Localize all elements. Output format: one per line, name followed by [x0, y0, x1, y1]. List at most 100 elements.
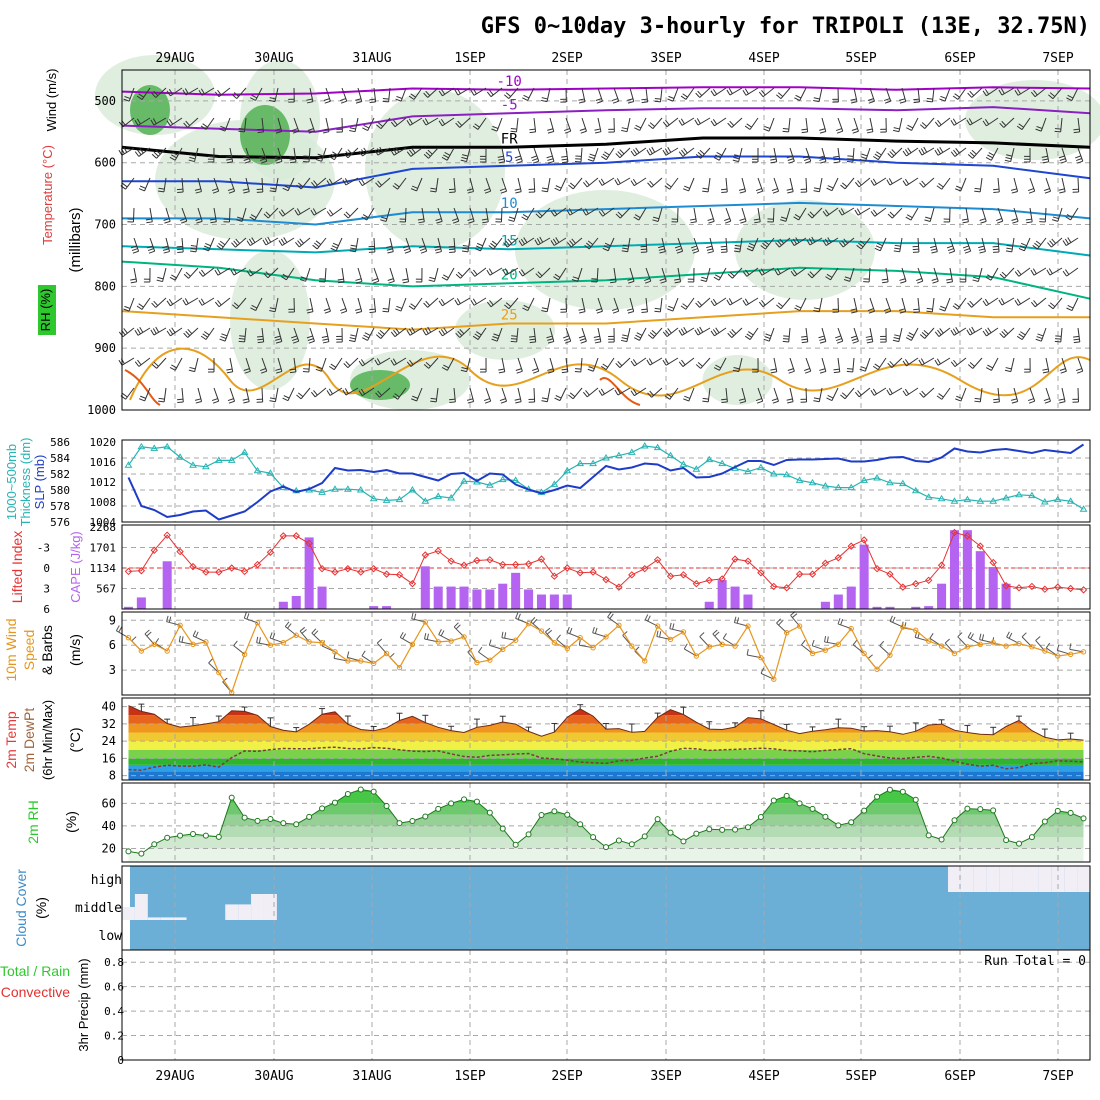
- wind-barb: [938, 327, 951, 337]
- wind-barb-flag: [555, 185, 562, 189]
- y-tick-label: 576: [50, 516, 70, 529]
- li-point: [240, 567, 249, 576]
- wind-barb-flag: [695, 302, 700, 308]
- wind-barb-flag: [690, 221, 697, 224]
- y-tick-label: 1134: [90, 562, 117, 575]
- wind-barb-flag: [498, 158, 505, 161]
- wind-barb-flag: [411, 612, 414, 619]
- wind-barb-flag: [350, 247, 357, 250]
- wind-barb-flag: [550, 240, 555, 246]
- wind-barb-flag: [214, 91, 220, 97]
- li-point: [150, 546, 158, 554]
- thickness-point: [1079, 505, 1088, 512]
- thickness-point: [886, 478, 894, 486]
- wind-barb-flag: [521, 216, 528, 221]
- li-point: [215, 568, 223, 576]
- wind-barb-flag: [739, 191, 746, 194]
- cloud-middle-block: [173, 917, 187, 920]
- wind-barb: [986, 87, 999, 97]
- y-tick-label: -3: [37, 542, 50, 555]
- wind-barb-flag: [123, 146, 128, 153]
- wind-barb-flag: [787, 368, 794, 371]
- wind-barb-flag: [313, 390, 318, 396]
- wind-barb-flag: [289, 371, 296, 374]
- wind-barb-flag: [189, 154, 197, 157]
- wind-barb-flag: [632, 149, 638, 155]
- wind-barb-flag: [505, 302, 512, 307]
- wind-barb: [752, 237, 759, 252]
- wind-barb-flag: [786, 188, 793, 191]
- wind-barb: [597, 297, 603, 312]
- li-point: [1002, 582, 1010, 590]
- wind-barb-flag: [269, 99, 276, 103]
- rh-shade-dense: [240, 105, 290, 165]
- wind-barb: [474, 267, 487, 277]
- wind-speed-point: [1055, 653, 1061, 659]
- wind-barb-flag: [969, 362, 975, 367]
- wind-barb-flag: [836, 340, 843, 344]
- wind-barb-flag: [343, 363, 349, 369]
- wind-barb: [1029, 387, 1036, 402]
- wind-barb: [857, 207, 871, 216]
- wind-barb-flag: [627, 311, 634, 314]
- rh-point: [177, 832, 184, 839]
- wind-barb: [1077, 177, 1080, 193]
- wind-barb-flag: [380, 216, 388, 220]
- wind-barb-flag: [754, 221, 761, 224]
- wind-barb-flag: [349, 127, 356, 130]
- wind-barb-flag: [420, 250, 427, 254]
- wind-barb-flag: [888, 178, 893, 184]
- wind-barb: [1034, 297, 1047, 308]
- wind-barb-flag: [291, 128, 298, 132]
- wind-barb-flag: [539, 236, 544, 243]
- wind-barb-flag: [962, 221, 969, 224]
- wind-barb-flag: [1033, 300, 1038, 306]
- wind-barb: [1065, 237, 1079, 246]
- wind-barb-flag: [222, 677, 228, 683]
- cape-bar: [472, 589, 482, 609]
- wind-barb-flag: [443, 364, 449, 369]
- wind-barb-flag: [979, 218, 986, 221]
- thickness-point: [343, 485, 352, 492]
- wind-barb-flag: [275, 128, 282, 131]
- wind-barb-flag: [532, 370, 539, 374]
- wind-barb-flag: [185, 120, 191, 126]
- y-tick-label: 40: [102, 819, 116, 833]
- wind-barb: [367, 327, 375, 341]
- wind-barb: [972, 357, 983, 369]
- wind-barb-flag: [169, 276, 176, 281]
- y-tick-label: 580: [50, 484, 70, 497]
- wind-barb-flag: [453, 622, 459, 628]
- date-label-bottom: 29AUG: [155, 1069, 194, 1084]
- wind-barb-flag: [1058, 188, 1065, 191]
- wind-barb: [906, 147, 919, 157]
- cape-bar: [937, 583, 947, 609]
- wind-barb-flag: [504, 632, 507, 639]
- y-tick-label: 0: [117, 1054, 124, 1067]
- wind-barb: [373, 267, 380, 282]
- wind-barb-flag: [472, 335, 479, 340]
- wind-barb: [997, 207, 1004, 222]
- wind-barb: [490, 87, 503, 98]
- wind-barb: [682, 147, 695, 157]
- wind-barb-flag: [653, 216, 660, 220]
- cape-bar: [704, 601, 714, 609]
- rh-point: [757, 813, 764, 820]
- wind-barb-flag: [217, 89, 222, 96]
- wind-barb-flag: [555, 395, 562, 399]
- wind-barb-flag: [974, 400, 981, 403]
- wind-barb-flag: [228, 400, 235, 404]
- wind-barb-flag: [612, 310, 619, 314]
- rh-point: [925, 832, 932, 839]
- wind-barb-flag: [272, 633, 276, 640]
- wind-barb-flag: [274, 155, 281, 159]
- wind-barb-flag: [710, 120, 715, 127]
- wind-barb-flag: [289, 161, 297, 164]
- date-label-top: 1SEP: [454, 51, 485, 66]
- wind-barb: [274, 387, 279, 402]
- date-label-top: 3SEP: [650, 51, 681, 66]
- wind-barb-flag: [183, 273, 189, 279]
- wind-barb: [626, 327, 631, 342]
- rh-point: [370, 788, 377, 795]
- wind-barb-flag: [343, 153, 349, 159]
